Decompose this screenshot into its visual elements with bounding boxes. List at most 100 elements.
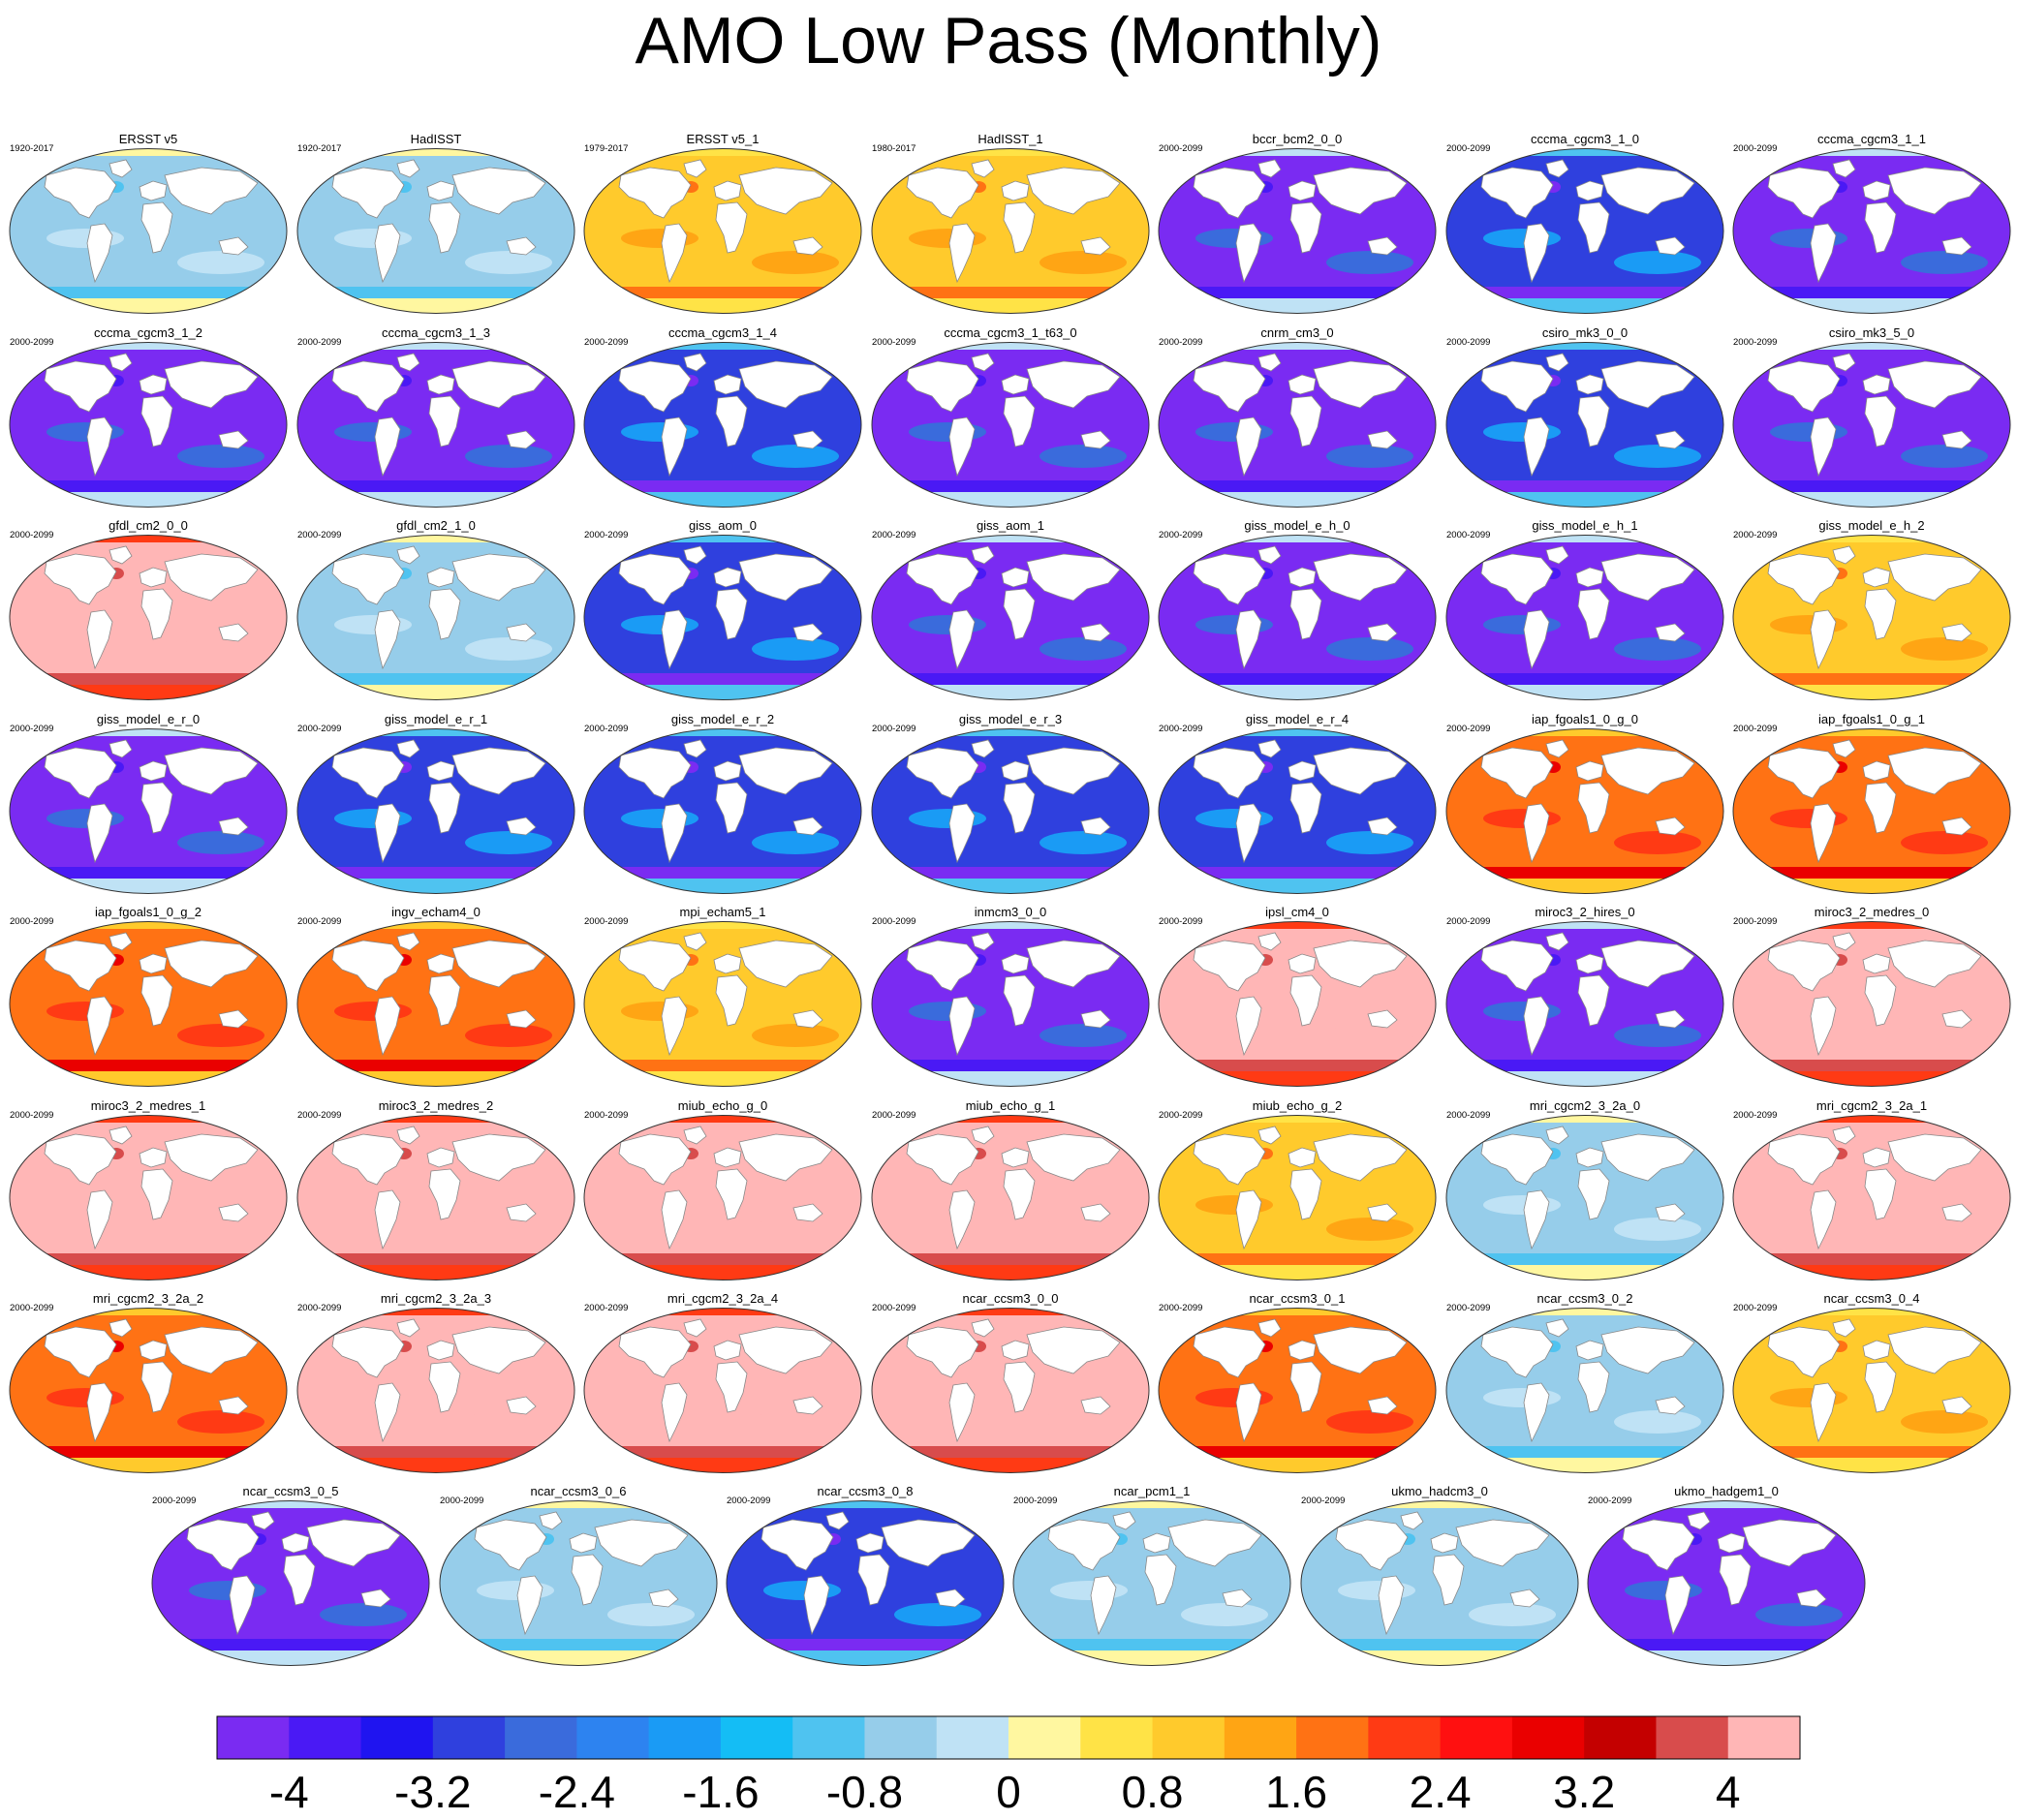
map-panel: cccma_cgcm3_1_t63_0 2000-2099 — [870, 325, 1151, 509]
landmass — [186, 1519, 260, 1571]
landmass — [1767, 747, 1841, 799]
world-map — [1445, 1308, 1724, 1473]
landmass — [715, 588, 748, 640]
panel-period: 2000-2099 — [1446, 1110, 1491, 1121]
map-outline — [1732, 1308, 2011, 1473]
world-map — [583, 535, 862, 700]
landmass — [1144, 1554, 1177, 1606]
anomaly-band — [10, 342, 287, 350]
panel-period: 2000-2099 — [872, 530, 916, 540]
landmass — [618, 1326, 692, 1378]
anomaly-band — [872, 287, 1149, 298]
map-panel: mri_cgcm2_3_2a_1 2000-2099 — [1731, 1098, 2012, 1282]
map-panel: miroc3_2_medres_2 2000-2099 — [295, 1098, 576, 1282]
world-map — [296, 728, 575, 894]
anomaly-band — [1159, 1308, 1436, 1315]
landmass — [1810, 803, 1837, 864]
world-map — [583, 921, 862, 1087]
landmass — [971, 353, 995, 372]
landmass — [1864, 1361, 1897, 1413]
map-panel: cnrm_cm3_0 2000-2099 — [1157, 325, 1438, 509]
landmass — [738, 1133, 833, 1182]
map-outline — [871, 1115, 1150, 1280]
anomaly-band — [872, 535, 1149, 542]
anomaly-band — [1446, 148, 1723, 156]
anomaly-band — [10, 535, 287, 542]
landmass — [1600, 1326, 1695, 1374]
landmass — [1167, 1519, 1262, 1567]
panel-period: 2000-2099 — [872, 337, 916, 348]
landmass — [1222, 1589, 1253, 1608]
landmass — [506, 236, 537, 256]
landmass — [1941, 623, 1972, 642]
landmass — [1941, 1203, 1972, 1222]
landmass — [713, 1147, 742, 1168]
landmass — [1575, 180, 1604, 201]
world-map — [296, 921, 575, 1087]
landmass — [1335, 1519, 1409, 1571]
anomaly-patch — [1901, 637, 1988, 661]
map-outline — [583, 1308, 862, 1473]
landmass — [1003, 588, 1036, 640]
landmass — [1288, 567, 1317, 588]
landmass — [1367, 817, 1398, 836]
landmass — [451, 553, 546, 602]
anomaly-patch — [1326, 831, 1413, 854]
landmass — [374, 1189, 401, 1250]
map-panel: csiro_mk3_5_0 2000-2099 — [1731, 325, 2012, 509]
landmass — [1367, 1396, 1398, 1415]
landmass — [44, 1326, 117, 1378]
landmass — [1026, 360, 1121, 409]
landmass — [1001, 567, 1030, 588]
landmass — [109, 545, 133, 565]
anomaly-band — [1446, 1253, 1723, 1265]
landmass — [971, 739, 995, 758]
map-panel: mri_cgcm2_3_2a_3 2000-2099 — [295, 1291, 576, 1475]
panel-period: 2000-2099 — [1446, 916, 1491, 927]
landmass — [140, 782, 173, 834]
landmass — [1655, 1009, 1686, 1029]
landmass — [661, 996, 688, 1057]
anomaly-band — [297, 480, 574, 492]
landmass — [1622, 1519, 1695, 1571]
landmass — [1523, 609, 1550, 670]
anomaly-band — [297, 867, 574, 879]
world-map — [1732, 535, 2011, 700]
map-outline — [1445, 342, 1724, 508]
landmass — [506, 623, 537, 642]
map-outline — [9, 1308, 288, 1473]
anomaly-band — [1733, 1115, 2010, 1123]
map-outline — [583, 1115, 862, 1280]
landmass — [792, 623, 823, 642]
landmass — [1026, 553, 1121, 602]
world-map — [9, 921, 288, 1087]
landmass — [715, 974, 748, 1027]
panel-period: 2000-2099 — [1446, 530, 1491, 540]
landmass — [44, 747, 117, 799]
anomaly-band — [584, 867, 861, 879]
landmass — [1887, 1133, 1982, 1182]
map-panel: ipsl_cm4_0 2000-2099 — [1157, 905, 1438, 1089]
landmass — [1367, 1009, 1398, 1029]
panel-title: ncar_pcm1_1 — [1113, 1484, 1191, 1498]
landmass — [1235, 1189, 1262, 1250]
landmass — [1193, 940, 1266, 992]
anomaly-band — [10, 673, 287, 685]
landmass — [906, 940, 979, 992]
landmass — [86, 223, 113, 284]
colorbar-bin — [936, 1716, 1009, 1759]
landmass — [971, 1126, 995, 1145]
landmass — [1862, 1147, 1891, 1168]
world-map — [1732, 1115, 2011, 1280]
anomaly-band — [1159, 867, 1436, 879]
map-outline — [583, 728, 862, 894]
landmass — [539, 1511, 563, 1530]
map-panel: giss_model_e_h_0 2000-2099 — [1157, 518, 1438, 702]
landmass — [331, 1326, 405, 1378]
anomaly-band — [297, 1446, 574, 1458]
landmass — [109, 1126, 133, 1145]
landmass — [1523, 223, 1550, 284]
world-map — [1158, 148, 1437, 314]
landmass — [661, 223, 688, 284]
